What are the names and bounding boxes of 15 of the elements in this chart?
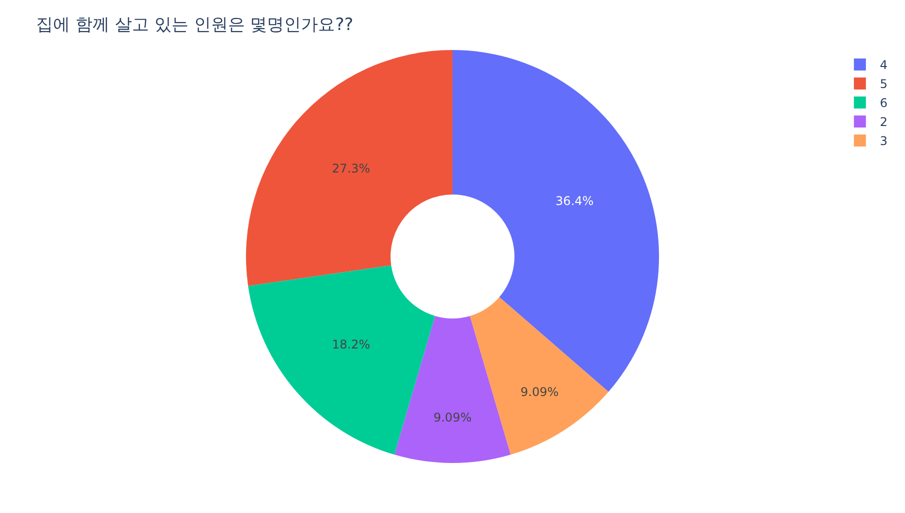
legend-label: 2 [880, 115, 888, 130]
legend-label: 3 [880, 134, 888, 148]
donut-slice [248, 265, 436, 455]
legend-label: 4 [880, 58, 888, 72]
data-label: 9.09% [433, 410, 472, 425]
legend-label: 5 [880, 77, 888, 92]
donut-slice [246, 50, 452, 286]
legend-label: 6 [880, 96, 888, 110]
data-label: 9.09% [520, 385, 559, 400]
data-label: 18.2% [332, 337, 370, 352]
donut-slice [394, 316, 511, 463]
chart-title: 집에 함께 살고 있는 인원은 몇명인가요?? [36, 14, 354, 35]
donut-slice [470, 297, 608, 455]
data-label: 36.4% [556, 194, 594, 208]
data-label: 27.3% [332, 162, 370, 176]
